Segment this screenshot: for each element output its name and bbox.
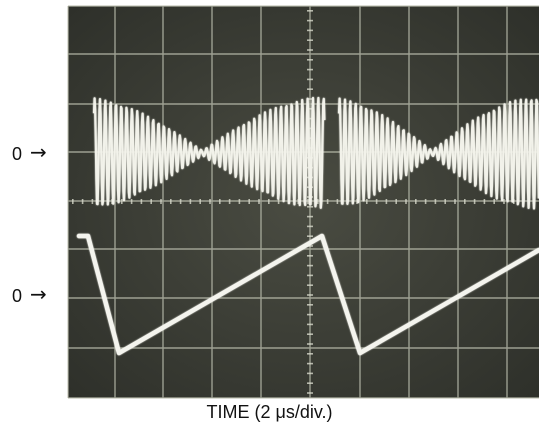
center-tick [307, 304, 313, 306]
center-tick [160, 199, 162, 204]
center-tick [307, 127, 313, 130]
center-tick [179, 199, 182, 204]
center-tick [307, 78, 313, 81]
center-tick [464, 199, 466, 204]
center-tick [415, 199, 417, 204]
center-tick [307, 117, 313, 120]
center-tick [277, 199, 280, 204]
center-tick [434, 199, 437, 204]
center-tick [121, 199, 123, 204]
center-tick [493, 199, 495, 204]
center-tick [81, 199, 84, 204]
center-tick [375, 199, 378, 204]
center-tick [307, 235, 313, 237]
center-tick [326, 199, 329, 204]
oscilloscope-screen [68, 6, 539, 398]
center-tick [454, 199, 456, 204]
center-tick [307, 68, 313, 71]
center-tick [307, 284, 313, 286]
center-tick [258, 199, 260, 204]
center-tick [385, 199, 388, 204]
center-tick [405, 199, 407, 204]
center-tick [307, 372, 313, 375]
center-tick [356, 199, 358, 204]
center-tick [307, 274, 313, 277]
right-arrow-icon: → [30, 140, 47, 164]
center-tick [238, 199, 241, 204]
center-tick [307, 225, 313, 228]
center-tick [483, 199, 486, 204]
center-tick [268, 199, 270, 204]
center-tick [297, 199, 299, 204]
center-tick [307, 382, 313, 384]
center-tick [503, 199, 505, 204]
center-tick [150, 199, 152, 204]
center-tick [248, 199, 250, 204]
lower-trace-sawtooth [76, 233, 539, 356]
center-tick [307, 323, 313, 326]
center-tick [307, 313, 313, 316]
center-tick [307, 264, 313, 267]
center-tick [307, 10, 313, 12]
center-tick [307, 19, 313, 22]
upper-trace-am-signal [92, 96, 539, 210]
center-tick [307, 88, 313, 90]
center-tick [307, 255, 313, 257]
center-tick [307, 353, 313, 355]
center-tick [307, 39, 313, 41]
center-tick [307, 343, 313, 345]
center-tick [130, 199, 133, 204]
center-tick [72, 199, 74, 204]
center-tick [307, 245, 313, 247]
time-axis-caption: TIME (2 μs/div.) [206, 402, 333, 422]
center-tick [395, 199, 397, 204]
center-tick [307, 294, 313, 296]
center-tick [444, 199, 446, 204]
center-tick [307, 137, 313, 139]
center-tick [140, 199, 143, 204]
center-tick [209, 199, 211, 204]
center-tick [307, 206, 313, 208]
center-tick [307, 98, 313, 100]
center-tick [336, 199, 339, 204]
center-tick [228, 199, 231, 204]
center-tick [307, 362, 313, 365]
center-tick [170, 199, 172, 204]
upper-trace-zero-label: 0 [12, 144, 23, 164]
center-tick [307, 215, 313, 218]
center-tick [366, 199, 368, 204]
center-tick [473, 199, 476, 204]
center-tick [307, 199, 309, 204]
center-tick [307, 147, 313, 149]
center-tick [317, 199, 319, 204]
center-tick [307, 392, 313, 394]
center-tick [199, 199, 201, 204]
center-tick [111, 199, 113, 204]
center-tick [424, 199, 427, 204]
center-tick [307, 108, 313, 110]
center-tick [307, 333, 313, 335]
center-tick [307, 29, 313, 32]
center-tick [307, 49, 313, 51]
center-tick [91, 199, 94, 204]
right-arrow-icon: → [30, 282, 47, 306]
center-tick [189, 199, 192, 204]
lower-trace-zero-label: 0 [12, 286, 23, 306]
center-tick [219, 199, 221, 204]
center-tick [307, 59, 313, 61]
